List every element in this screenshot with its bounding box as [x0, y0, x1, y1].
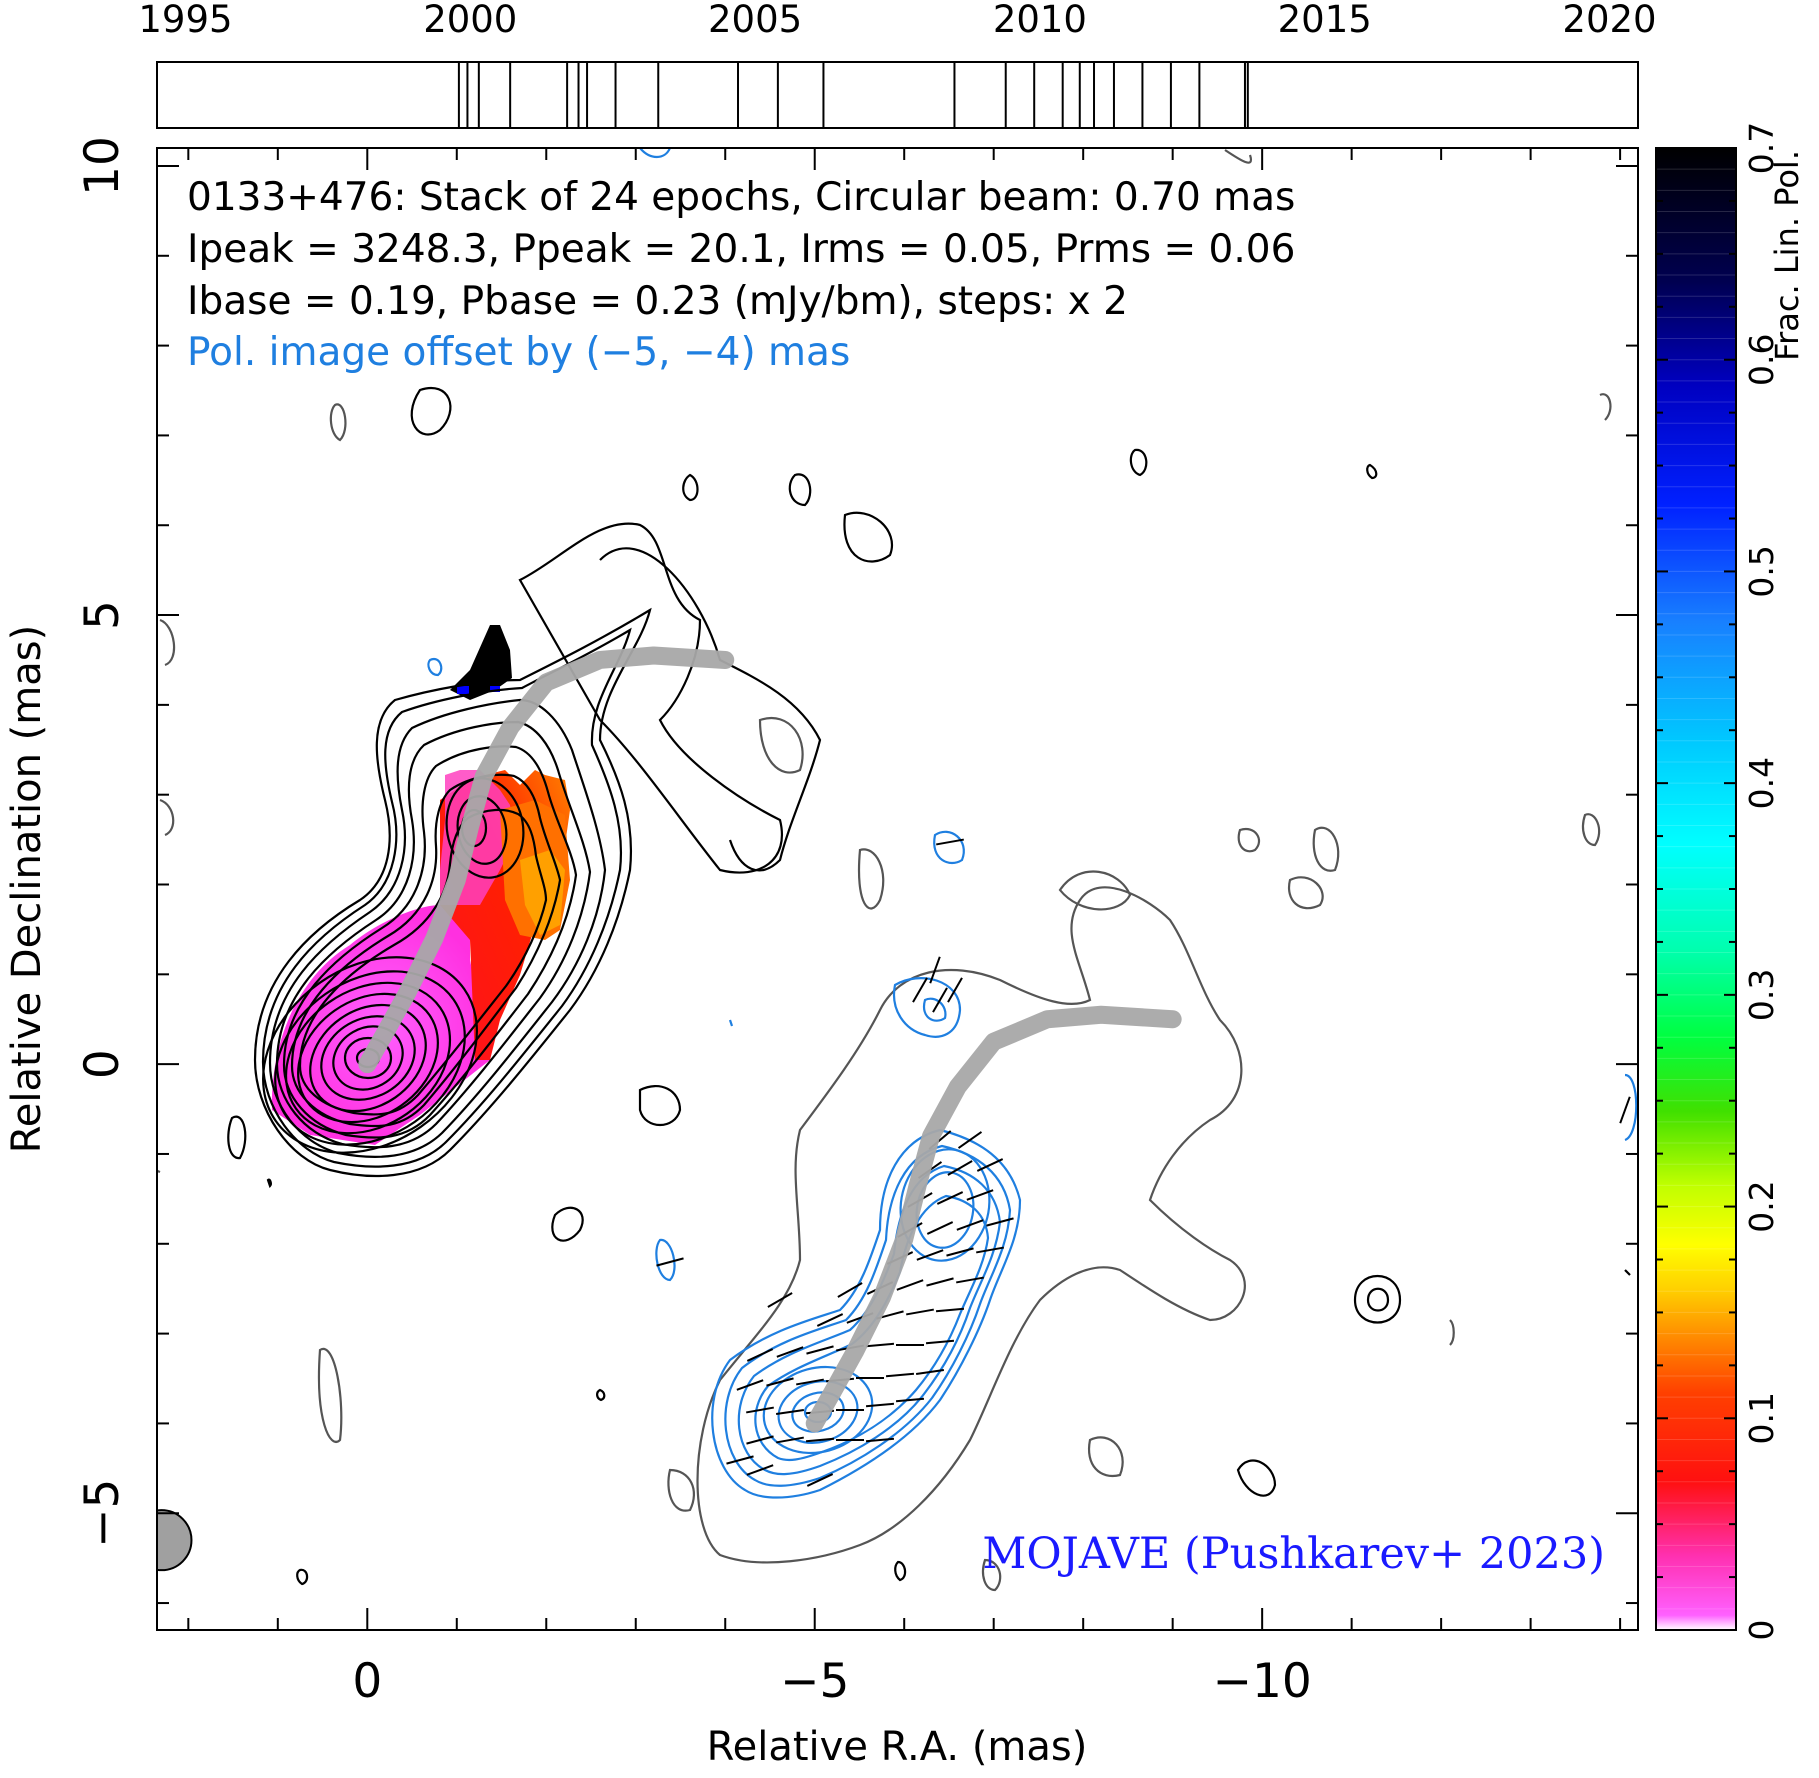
evpa-stick	[976, 1246, 1004, 1254]
evpa-stick	[746, 1348, 774, 1362]
timeline-year-labels: 1995 2000 2005 2010 2015 2020	[138, 0, 1656, 41]
evpa-stick	[947, 1160, 973, 1176]
evpa-stick	[806, 1473, 834, 1487]
x-tick-label: −5	[780, 1654, 849, 1709]
x-axis-label: Relative R.A. (mas)	[707, 1724, 1088, 1770]
evpa-stick	[986, 1217, 1014, 1227]
evpa-stick	[746, 1464, 774, 1476]
y-tick-label: 10	[75, 136, 130, 196]
ridge-line-polarization	[805, 1005, 1182, 1433]
x-tick-label: −10	[1213, 1654, 1312, 1709]
evpa-stick	[956, 1219, 984, 1231]
evpa-stick	[837, 1282, 863, 1298]
y-tick-label: 5	[75, 600, 130, 630]
colorbar-tick-label: 0.1	[1742, 1392, 1781, 1444]
x-tick-labels: 0 −5 −10	[352, 1654, 1311, 1709]
colorbar-tick-label: 0.4	[1742, 757, 1781, 809]
evpa-stick	[865, 1437, 895, 1443]
colorbar-bands	[1656, 168, 1736, 1610]
colorbar-tick-label: 0.7	[1742, 122, 1781, 174]
evpa-stick	[976, 1158, 1004, 1172]
evpa-stick	[926, 1221, 954, 1235]
colorbar-tick-label: 0	[1742, 1620, 1781, 1641]
restoring-beam	[157, 1509, 193, 1572]
colorbar: 0 0.1 0.2 0.3 0.4 0.5 0.6 0.7 Frac. Lin. Pol.	[1655, 122, 1806, 1641]
plot-area: 0133+476: Stack of 24 epochs, Circular b…	[4, 136, 1639, 1770]
evpa-stick	[746, 1406, 774, 1414]
evpa-stick	[1619, 1096, 1631, 1124]
evpa-stick	[806, 1345, 834, 1355]
axis-ticks	[157, 148, 1638, 1630]
evpa-stick	[956, 1276, 984, 1284]
info-line-1: 0133+476: Stack of 24 epochs, Circular b…	[187, 175, 1295, 220]
offset-total-intensity-contours	[157, 149, 1612, 1592]
credit-label: MOJAVE (Pushkarev+ 2023)	[982, 1529, 1605, 1579]
evpa-stick	[746, 1435, 774, 1445]
y-tick-label: 0	[75, 1049, 130, 1079]
evpa-stick	[926, 1277, 954, 1287]
evpa-stick	[726, 1455, 754, 1465]
evpa-stick	[766, 1377, 794, 1387]
colorbar-label: Frac. Lin. Pol.	[1768, 150, 1806, 361]
evpa-stick	[946, 1247, 974, 1257]
y-tick-labels: −5 0 5 10	[75, 136, 130, 1548]
colorbar-ticks	[1656, 147, 1736, 1631]
evpa-stick	[805, 1437, 835, 1443]
evpa-stick	[767, 1292, 793, 1308]
colorbar-tick-labels: 0 0.1 0.2 0.3 0.4 0.5 0.6 0.7	[1742, 122, 1781, 1641]
evpa-stick	[865, 1342, 895, 1348]
evpa-stick	[912, 977, 928, 1003]
offset-note: Pol. image offset by (−5, −4) mas	[187, 330, 850, 375]
evpa-stick	[936, 1191, 964, 1205]
y-tick-label: −5	[75, 1479, 130, 1548]
polarization-vectors	[656, 838, 1631, 1487]
timeline-year-label: 2010	[993, 0, 1087, 41]
polarized-intensity-contours	[427, 148, 1638, 1499]
epoch-timeline: 1995 2000 2005 2010 2015 2020	[138, 0, 1657, 129]
evpa-stick	[936, 838, 964, 846]
evpa-stick	[656, 1257, 684, 1267]
evpa-stick	[895, 1397, 925, 1403]
colorbar-tick-label: 0.3	[1742, 969, 1781, 1021]
evpa-stick	[947, 977, 963, 1003]
evpa-stick	[796, 1378, 824, 1386]
jet-ridge-lines	[358, 646, 1182, 1433]
evpa-stick	[736, 1379, 764, 1391]
evpa-stick	[925, 1339, 955, 1345]
evpa-stick	[896, 1279, 924, 1291]
evpa-stick	[816, 1313, 844, 1327]
evpa-stick	[776, 1346, 804, 1358]
timeline-year-label: 2020	[1562, 0, 1656, 41]
evpa-stick	[865, 1402, 895, 1408]
colorbar-tick-label: 0.6	[1742, 333, 1781, 385]
info-line-2: Ipeak = 3248.3, Ppeak = 20.1, Irms = 0.0…	[187, 227, 1295, 272]
timeline-frame	[156, 61, 1639, 129]
timeline-year-label: 2005	[708, 0, 802, 41]
evpa-stick	[775, 1409, 805, 1415]
evpa-stick	[916, 1249, 944, 1261]
evpa-stick	[929, 956, 941, 984]
info-line-3: Ibase = 0.19, Pbase = 0.23 (mJy/bm), ste…	[187, 279, 1128, 324]
evpa-stick	[957, 1131, 983, 1149]
y-axis-label: Relative Declination (mas)	[4, 625, 50, 1153]
evpa-stick	[915, 1369, 945, 1375]
evpa-stick	[932, 987, 948, 1013]
colorbar-gradient	[1656, 148, 1736, 1630]
evpa-stick	[935, 1307, 965, 1313]
evpa-stick	[966, 1189, 994, 1201]
colorbar-tick-label: 0.5	[1742, 545, 1781, 597]
plot-frame	[156, 147, 1639, 1631]
ridge-line-total-intensity	[358, 646, 735, 1074]
timeline-year-label: 1995	[138, 0, 232, 41]
evpa-stick	[906, 1308, 934, 1316]
epoch-markers	[457, 62, 1249, 128]
colorbar-tick-label: 0.2	[1742, 1180, 1781, 1232]
evpa-stick	[885, 1372, 915, 1378]
x-tick-label: 0	[352, 1654, 382, 1709]
timeline-year-label: 2000	[423, 0, 517, 41]
evpa-stick	[776, 1436, 804, 1444]
timeline-year-label: 2015	[1278, 0, 1372, 41]
